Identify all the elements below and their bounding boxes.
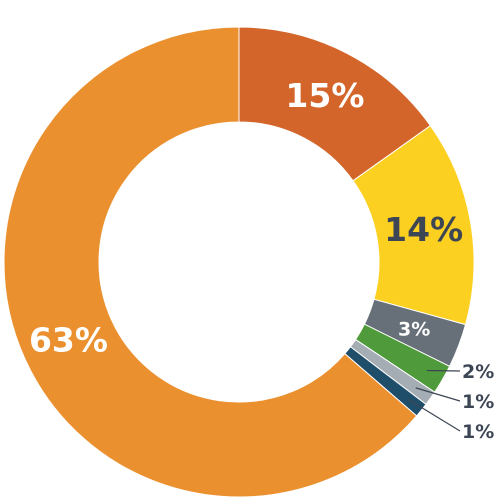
- slice-label-0: 15%: [285, 76, 364, 115]
- slice-label-2: 3%: [398, 319, 430, 341]
- slice-label-6: 63%: [29, 320, 108, 359]
- slice-label-1: 14%: [384, 210, 463, 249]
- donut-slice-6: [3, 26, 418, 498]
- slice-label-5: 1%: [462, 421, 494, 443]
- slice-label-3: 2%: [462, 361, 494, 383]
- slice-labels: 15% 14% 3% 2% 1% 1% 63%: [29, 76, 494, 443]
- leader-lines: [407, 369, 461, 432]
- slice-label-4: 1%: [462, 391, 494, 413]
- leader-line-4: [415, 387, 461, 402]
- leader-line-5: [407, 398, 461, 432]
- donut-slices: [3, 26, 475, 498]
- leader-line-3: [426, 369, 461, 372]
